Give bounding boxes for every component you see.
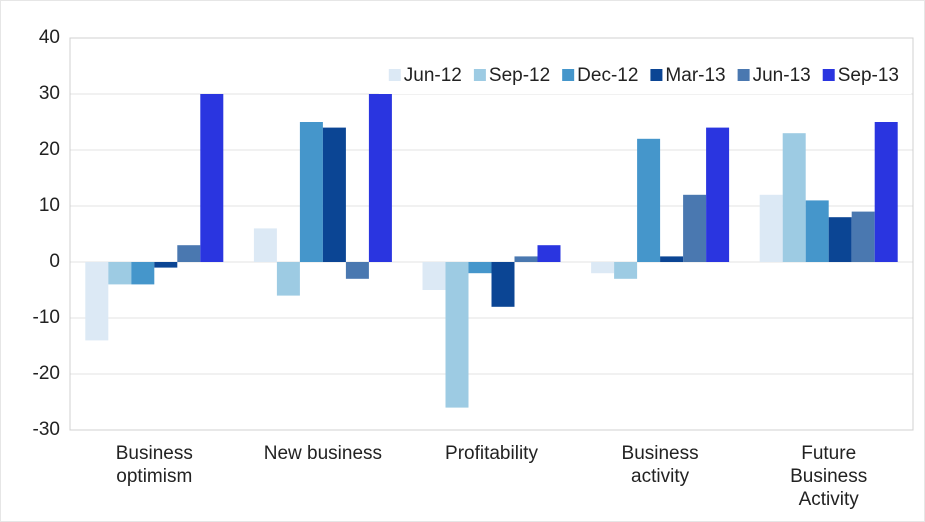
bar <box>200 94 224 262</box>
bar <box>322 127 346 262</box>
bar <box>85 262 109 341</box>
legend: Jun-12 Sep-12 Dec-12 Mar-13 Jun-13 Sep-13 <box>378 58 911 94</box>
y-tick-label: -10 <box>33 307 60 328</box>
x-tick-label: New business <box>263 443 383 464</box>
y-tick-label: -30 <box>33 419 60 440</box>
x-tick-label: Business activity <box>621 443 699 487</box>
bar <box>491 262 515 307</box>
y-tick-label: -20 <box>33 363 60 384</box>
bar <box>253 228 277 262</box>
legend-swatch <box>388 69 401 81</box>
bar <box>706 127 730 262</box>
bar <box>514 256 538 262</box>
bar <box>805 200 829 262</box>
bar <box>177 245 201 262</box>
bar <box>874 122 898 262</box>
bar <box>828 217 852 262</box>
legend-label: Jun-13 <box>753 65 811 86</box>
legend-swatch <box>822 69 835 81</box>
bar <box>368 94 392 262</box>
legend-swatch <box>737 69 750 81</box>
legend-swatch <box>473 69 486 81</box>
legend-label: Jun-12 <box>404 65 462 86</box>
bar <box>683 194 707 262</box>
bar <box>782 133 806 262</box>
bar <box>614 262 638 279</box>
bar <box>537 245 561 262</box>
bar <box>591 262 615 274</box>
bar <box>154 262 178 268</box>
bar <box>131 262 155 285</box>
bar <box>422 262 446 290</box>
y-tick-label: 0 <box>49 251 60 272</box>
legend-label: Sep-13 <box>838 65 899 86</box>
y-tick-label: 10 <box>39 195 60 216</box>
bar <box>108 262 132 285</box>
plot-area <box>69 37 914 431</box>
bar <box>276 262 300 296</box>
legend-label: Mar-13 <box>665 65 725 86</box>
x-tick-label: Future Business Activity <box>790 443 868 510</box>
bar <box>759 194 783 262</box>
legend-label: Sep-12 <box>489 65 550 86</box>
y-tick-label: 20 <box>39 139 60 160</box>
y-tick-label: 30 <box>39 83 60 104</box>
bar <box>660 256 684 262</box>
y-tick-label: 40 <box>39 27 60 48</box>
bar <box>851 211 875 262</box>
x-tick-label: Business optimism <box>115 443 193 487</box>
bar <box>468 262 492 274</box>
legend-background <box>378 58 911 94</box>
bar <box>445 262 469 408</box>
x-tick-label: Profitability <box>445 443 538 464</box>
bar <box>299 122 323 262</box>
bar <box>637 138 661 262</box>
legend-swatch <box>650 69 663 81</box>
legend-label: Dec-12 <box>577 65 638 86</box>
bar <box>345 262 369 279</box>
legend-swatch <box>562 69 575 81</box>
